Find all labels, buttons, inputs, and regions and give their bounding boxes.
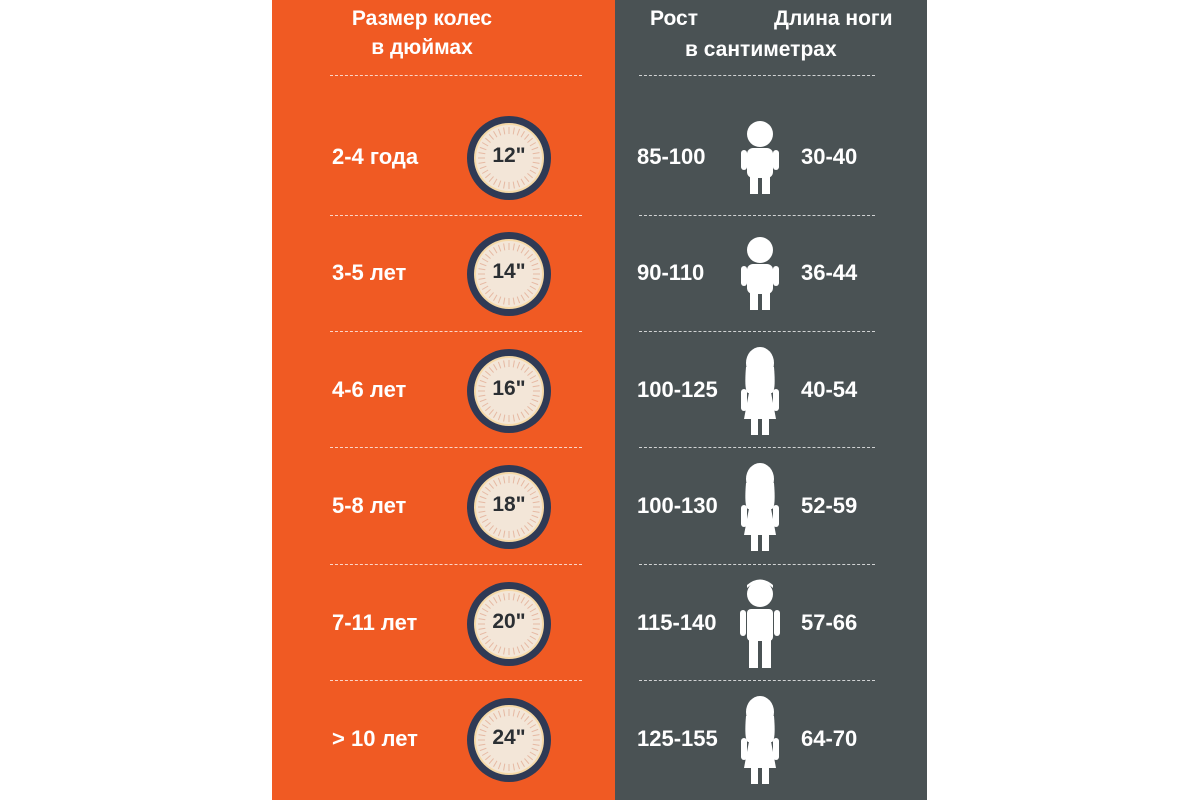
boy-icon [738, 574, 782, 674]
row-divider-left [330, 331, 582, 332]
row-divider-left [330, 215, 582, 216]
wheel-icon: 18" [465, 463, 553, 551]
wheel-icon: 16" [465, 347, 553, 435]
row-divider-right [639, 680, 875, 681]
height-range: 100-130 [637, 493, 718, 519]
height-range: 85-100 [637, 144, 706, 169]
age-range: 3-5 лет [332, 260, 407, 286]
row-divider-right [639, 75, 875, 76]
size-row: 4-6 лет 16" 100-125 40-54 [272, 341, 927, 441]
leg-length-range: 36-44 [801, 260, 858, 286]
wheel-size-label: 12" [492, 144, 526, 167]
age-range: 7-11 лет [332, 609, 418, 635]
height-range: 90-110 [637, 260, 705, 286]
size-row: > 10 лет 24" 125-155 64-70 [272, 690, 927, 790]
wheel-size-header-line1: Размер колес [351, 7, 493, 30]
leg-length-range: 64-70 [801, 726, 858, 751]
leg-length-range: 52-59 [801, 493, 858, 519]
toddler-icon [738, 108, 782, 208]
height-range: 115-140 [637, 609, 717, 635]
row-divider-left [330, 564, 582, 565]
age-range: 4-6 лет [332, 376, 407, 402]
unit-header: в сантиметрах [685, 38, 837, 61]
age-range: 5-8 лет [332, 493, 407, 519]
height-header: Рост [650, 7, 698, 30]
girl-icon [738, 690, 782, 790]
row-divider-right [639, 331, 875, 332]
leg-length-header: Длина ноги [774, 7, 893, 30]
size-row: 5-8 лет 18" 100-130 52-59 [272, 457, 927, 557]
size-row: 2-4 года 12" 85-100 30-40 [272, 108, 927, 208]
wheel-icon: 12" [465, 114, 553, 202]
size-row: 7-11 лет 20" 115-140 57-66 [272, 574, 927, 674]
wheel-icon: 20" [465, 580, 553, 668]
wheel-size-panel [272, 0, 615, 800]
row-divider-right [639, 447, 875, 448]
leg-length-range: 30-40 [801, 144, 858, 169]
wheel-size-label: 16" [492, 376, 526, 400]
bike-size-infographic: Размер колес в дюймах Рост Длина ноги в … [272, 0, 927, 800]
wheel-size-label: 18" [492, 493, 526, 517]
row-divider-left [330, 75, 582, 76]
wheel-size-label: 24" [492, 726, 526, 749]
girl-icon [738, 341, 782, 441]
wheel-icon: 14" [465, 230, 553, 318]
wheel-size-label: 20" [492, 609, 526, 633]
leg-length-range: 57-66 [801, 609, 858, 635]
wheel-size-label: 14" [492, 260, 526, 284]
row-divider-left [330, 447, 582, 448]
wheel-icon: 24" [465, 696, 553, 784]
leg-length-range: 40-54 [801, 376, 858, 402]
height-range: 125-155 [637, 726, 718, 751]
row-divider-right [639, 564, 875, 565]
age-range: 2-4 года [332, 144, 419, 169]
age-range: > 10 лет [332, 726, 418, 751]
wheel-size-header: Размер колес в дюймах [342, 4, 502, 62]
row-divider-right [639, 215, 875, 216]
wheel-size-header-line2: в дюймах [371, 36, 473, 59]
size-row: 3-5 лет 14" 90-110 36-44 [272, 224, 927, 324]
height-range: 100-125 [637, 376, 718, 402]
girl-icon [738, 457, 782, 557]
toddler-icon [738, 224, 782, 324]
row-divider-left [330, 680, 582, 681]
